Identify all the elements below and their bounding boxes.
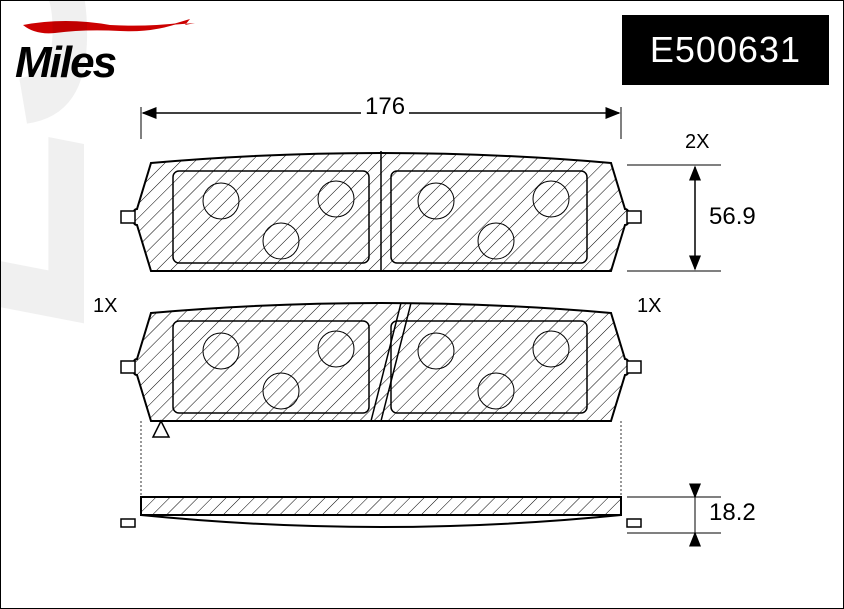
brake-pad-middle: [121, 303, 641, 437]
qty-left: 1X: [93, 295, 117, 318]
qty-top: 2X: [685, 131, 709, 154]
brand-logo: Miles: [15, 15, 215, 85]
brake-pad-top: [121, 151, 641, 271]
greyhound-icon: [23, 21, 185, 33]
brake-pad-side: [121, 485, 721, 545]
qty-right: 1X: [637, 295, 661, 318]
thickness-value: 18.2: [705, 499, 760, 527]
part-number-badge: E500631: [622, 15, 829, 85]
height-value: 56.9: [705, 203, 760, 231]
part-number: E500631: [650, 29, 801, 70]
width-value: 176: [361, 93, 409, 121]
brand-text: Miles: [15, 38, 116, 85]
technical-drawing: 176 56.9 18.2 2X 1X 1X: [81, 91, 761, 591]
